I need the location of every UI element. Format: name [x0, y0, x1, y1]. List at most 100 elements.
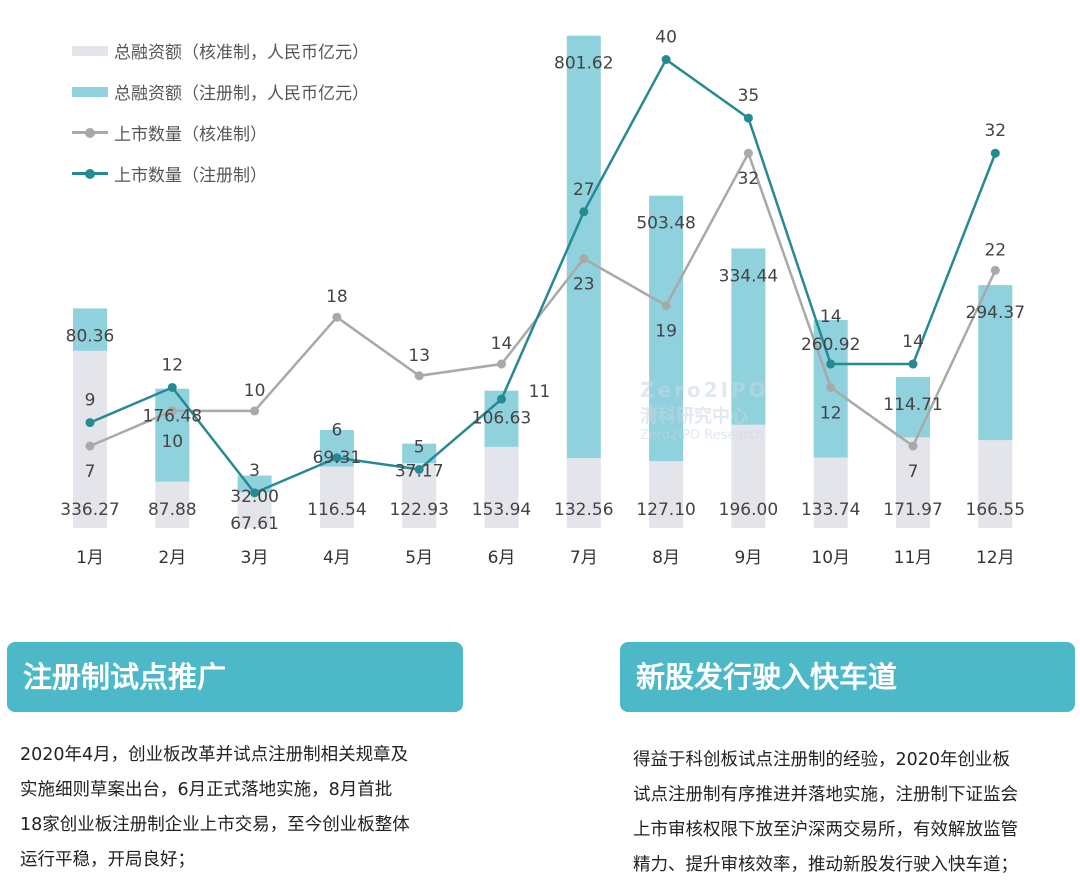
approval-count-point	[250, 406, 260, 416]
registration-count-point	[332, 453, 342, 463]
panel-line: 精力、提升审核效率，推动新股发行驶入快车道；	[633, 855, 1018, 875]
registration-count-line	[89, 57, 997, 495]
data-label-approval-count: 19	[655, 321, 677, 341]
data-label-registration-amount: 176.48	[143, 407, 202, 427]
panel-line: 18家创业板注册制企业上市交易，至今创业板整体	[20, 815, 410, 835]
bar-approval-amount	[237, 492, 272, 528]
registration-count-point	[85, 418, 95, 428]
x-tick-label: 6月	[488, 548, 516, 568]
data-label-registration-count: 32	[984, 121, 1006, 141]
legend-label: 上市数量（注册制）	[114, 166, 267, 186]
data-label-approval-amount: 171.97	[883, 500, 942, 520]
data-label-registration-amount: 114.71	[883, 395, 942, 415]
data-label-approval-count: 12	[820, 403, 842, 423]
approval-count-line	[89, 150, 997, 448]
data-label-registration-amount: 80.36	[66, 326, 115, 346]
bar-approval-amount	[978, 440, 1013, 528]
bar-approval-amount	[155, 481, 190, 528]
x-tick-label: 4月	[323, 548, 351, 568]
x-tick-label: 8月	[652, 548, 680, 568]
data-label-registration-count: 6	[331, 421, 342, 441]
data-label-registration-amount: 37.17	[395, 462, 444, 482]
bar-registration-amount	[155, 388, 190, 482]
data-label-registration-count: 14	[820, 307, 842, 327]
data-label-approval-amount: 133.74	[801, 500, 860, 520]
data-label-approval-count: 10	[161, 432, 183, 452]
data-label-approval-amount: 132.56	[554, 500, 613, 520]
approval-count-point	[908, 441, 918, 451]
approval-count-point	[85, 441, 95, 451]
registration-count-point	[579, 207, 589, 217]
legend-swatch	[72, 45, 108, 56]
data-label-registration-amount: 32.00	[230, 487, 279, 507]
data-label-registration-amount: 503.48	[636, 214, 695, 234]
data-label-approval-amount: 67.61	[230, 514, 279, 534]
approval-count-point	[826, 382, 836, 392]
data-label-approval-amount: 87.88	[148, 500, 197, 520]
data-label-approval-amount: 196.00	[719, 500, 778, 520]
panel-line: 运行平稳，开局良好；	[20, 850, 195, 870]
x-tick-label: 2月	[158, 548, 186, 568]
bar-approval-amount	[731, 424, 766, 528]
legend-label: 总融资额（注册制，人民币亿元）	[114, 84, 369, 104]
data-label-registration-amount: 106.63	[472, 409, 531, 429]
data-label-registration-amount: 69.31	[313, 448, 362, 468]
legend-line-marker	[72, 168, 108, 179]
legend-item-registration-count: 上市数量（注册制）	[72, 153, 369, 194]
panel-line: 得益于科创板试点注册制的经验，2020年创业板	[633, 750, 1011, 770]
data-label-approval-count: 13	[408, 346, 430, 366]
data-label-registration-count: 5	[414, 437, 425, 457]
bar-approval-amount	[566, 458, 601, 528]
data-label-registration-count: 11	[529, 382, 551, 402]
registration-count-point	[414, 464, 424, 474]
panel-header-registration-pilot: 注册制试点推广	[7, 642, 463, 712]
legend-item-approval-count: 上市数量（核准制）	[72, 112, 369, 153]
legend-line-marker	[72, 127, 108, 138]
bar-registration-amount	[402, 443, 437, 464]
registration-count-point	[661, 55, 671, 65]
approval-count-point	[743, 148, 753, 158]
legend-label: 总融资额（核准制，人民币亿元）	[114, 43, 369, 63]
data-label-registration-count: 9	[85, 391, 96, 411]
bar-registration-amount	[978, 285, 1013, 441]
bar-approval-amount	[73, 350, 107, 528]
bar-registration-amount	[649, 195, 684, 462]
registration-count-point	[826, 359, 836, 369]
data-label-approval-count: 10	[244, 381, 266, 401]
data-label-approval-count: 7	[85, 462, 96, 482]
x-tick-label: 12月	[976, 548, 1015, 568]
bar-approval-amount	[896, 437, 930, 528]
data-label-approval-count: 18	[326, 287, 348, 307]
legend-item-approval-amount: 总融资额（核准制，人民币亿元）	[72, 30, 369, 71]
panel-body-registration-pilot: 2020年4月，创业板改革并试点注册制相关规章及 实施细则草案出台，6月正式落地…	[20, 738, 410, 878]
approval-count-point	[497, 359, 506, 369]
data-label-registration-count: 12	[161, 355, 183, 375]
x-tick-label: 5月	[405, 548, 433, 568]
data-label-approval-amount: 336.27	[60, 500, 119, 520]
approval-count-point	[167, 406, 177, 416]
data-label-registration-amount: 260.92	[801, 335, 860, 355]
bar-registration-amount	[731, 248, 766, 425]
data-label-approval-amount: 166.55	[966, 500, 1025, 520]
data-label-approval-amount: 153.94	[472, 500, 531, 520]
approval-count-point	[990, 265, 1000, 275]
x-tick-label: 7月	[570, 548, 598, 568]
bar-approval-amount	[402, 463, 437, 528]
bar-approval-amount	[484, 446, 519, 528]
data-label-approval-amount: 127.10	[636, 500, 695, 520]
bar-approval-amount	[649, 461, 684, 528]
bar-registration-amount	[73, 308, 107, 351]
data-label-approval-count: 7	[908, 462, 919, 482]
data-label-registration-count: 14	[902, 332, 924, 352]
registration-count-point	[250, 488, 260, 498]
data-label-registration-amount: 801.62	[554, 54, 613, 74]
registration-count-point	[743, 113, 753, 123]
panel-line: 试点注册制有序推进并落地实施，注册制下证监会	[633, 785, 1018, 805]
data-label-approval-amount: 116.54	[307, 500, 366, 520]
bar-registration-amount	[566, 35, 601, 459]
data-label-registration-amount: 334.44	[719, 266, 778, 286]
panel-line: 2020年4月，创业板改革并试点注册制相关规章及	[20, 745, 409, 765]
panel-line: 实施细则草案出台，6月正式落地实施，8月首批	[20, 780, 393, 800]
data-label-registration-amount: 294.37	[966, 303, 1025, 323]
x-tick-label: 9月	[734, 548, 762, 568]
